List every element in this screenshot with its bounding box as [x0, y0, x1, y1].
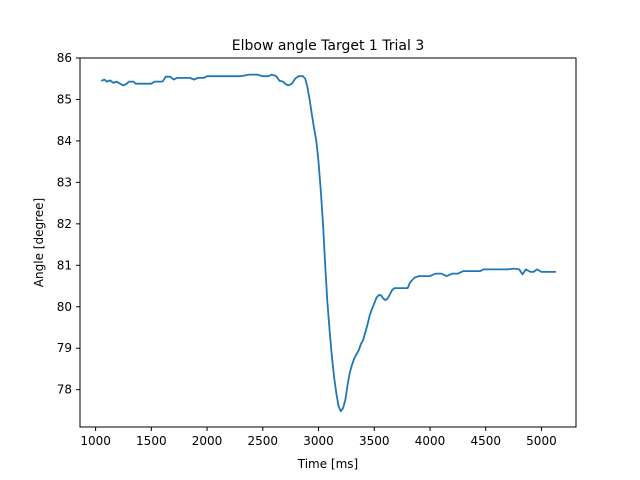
y-tick-label: 80: [57, 300, 72, 314]
y-tick-label: 83: [57, 175, 72, 189]
y-axis: 78 79 80 81 82 83 84 85 86: [57, 51, 80, 397]
x-tick-label: 1500: [136, 434, 167, 448]
x-tick-label: 5000: [526, 434, 557, 448]
y-tick-label: 79: [57, 341, 72, 355]
x-tick-label: 2500: [248, 434, 279, 448]
series-line: [100, 73, 556, 413]
y-tick-label: 84: [57, 134, 72, 148]
x-tick-label: 1000: [80, 434, 111, 448]
x-tick-label: 4000: [415, 434, 446, 448]
x-tick-label: 4500: [470, 434, 501, 448]
y-tick-label: 85: [57, 92, 72, 106]
plot-area: [79, 57, 577, 428]
chart-title: Elbow angle Target 1 Trial 3: [232, 38, 424, 54]
x-axis: 1000 1500 2000 2500 3000 3500 4000 4500 5000: [80, 427, 557, 448]
x-tick-label: 2000: [192, 434, 223, 448]
y-axis-label: Angle [degree]: [32, 198, 46, 287]
y-tick-label: 81: [57, 258, 72, 272]
y-tick-label: 78: [57, 383, 72, 397]
y-tick-label: 86: [57, 51, 72, 65]
x-tick-label: 3000: [303, 434, 334, 448]
x-tick-label: 3500: [359, 434, 390, 448]
y-tick-label: 82: [57, 217, 72, 231]
axes-frame: [79, 57, 577, 428]
x-axis-label: Time [ms]: [297, 457, 359, 471]
